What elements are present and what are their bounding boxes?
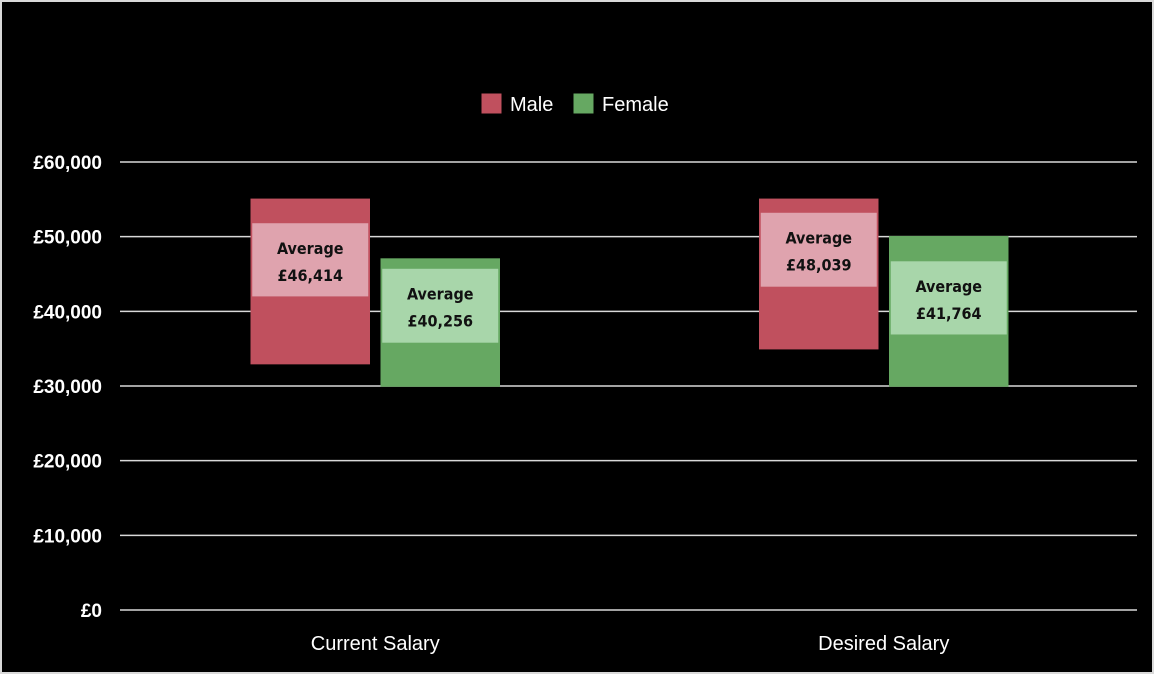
- legend-label-female: Female: [602, 94, 669, 116]
- average-band-female: [890, 261, 1007, 335]
- average-band-male: [760, 212, 877, 287]
- average-label-value: £48,039: [786, 256, 852, 275]
- x-category-label: Current Salary: [311, 633, 440, 655]
- average-label-title: Average: [785, 229, 852, 248]
- average-label-title: Average: [277, 239, 344, 258]
- average-label-title: Average: [407, 285, 474, 304]
- average-label-value: £41,764: [916, 304, 982, 323]
- y-tick-label: £30,000: [33, 377, 102, 398]
- average-band-male: [252, 223, 369, 297]
- average-label-value: £40,256: [407, 312, 473, 331]
- y-tick-label: £20,000: [33, 452, 102, 473]
- y-tick-label: £10,000: [33, 526, 102, 547]
- x-category-label: Desired Salary: [818, 633, 949, 655]
- average-band-female: [382, 268, 499, 343]
- y-tick-label: £40,000: [33, 302, 102, 323]
- legend-swatch-male: [481, 93, 502, 114]
- y-tick-label: £0: [81, 601, 102, 622]
- y-tick-label: £50,000: [33, 228, 102, 249]
- y-tick-label: £60,000: [33, 153, 102, 174]
- legend-swatch-female: [573, 93, 594, 114]
- average-label-value: £46,414: [277, 266, 343, 285]
- average-label-title: Average: [915, 277, 982, 296]
- legend-label-male: Male: [510, 94, 553, 116]
